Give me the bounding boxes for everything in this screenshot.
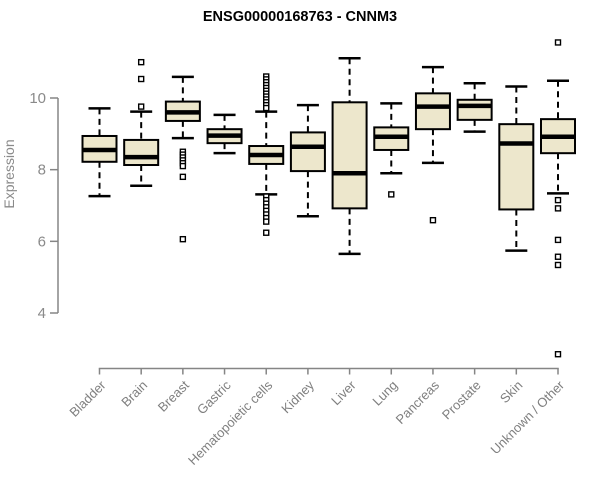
box-rect	[456, 98, 493, 121]
outlier-point	[554, 39, 562, 46]
outlier-point	[137, 58, 145, 66]
x-category-label-prostate: Prostate	[439, 378, 484, 423]
outlier-point	[179, 173, 187, 181]
outlier-point	[179, 162, 187, 170]
box-rect	[123, 138, 160, 167]
boxplot-breast	[164, 75, 201, 243]
boxplot-skin	[498, 85, 535, 252]
box-rect	[331, 101, 368, 210]
outlier-point	[137, 75, 145, 83]
x-category-label-liver: Liver	[328, 377, 359, 408]
y-tick-label: 10	[29, 90, 46, 107]
boxplot-bladder	[81, 107, 118, 198]
x-category-label-brain: Brain	[118, 378, 150, 410]
boxplot-prostate	[456, 82, 493, 133]
boxplot-kidney	[289, 103, 326, 218]
outlier-point	[137, 103, 145, 110]
outlier-point	[429, 216, 437, 224]
y-tick-label: 8	[38, 162, 46, 179]
boxplots-group	[81, 39, 576, 358]
outlier-point	[263, 218, 270, 225]
x-category-label-unknown-other: Unknown / Other	[488, 377, 568, 457]
x-category-label-breast: Breast	[155, 377, 192, 414]
boxplot-gastric	[206, 113, 243, 155]
outlier-point	[388, 191, 395, 198]
box-rect	[289, 131, 326, 173]
box-rect	[414, 92, 451, 131]
x-category-label-kidney: Kidney	[278, 377, 317, 416]
y-tick-label: 4	[38, 305, 46, 322]
boxplot-unknown-other	[540, 39, 576, 358]
outlier-point	[554, 351, 562, 358]
box-rect	[498, 123, 535, 211]
x-category-label-pancreas: Pancreas	[393, 377, 443, 427]
x-category-label-skin: Skin	[497, 378, 525, 406]
x-category-label-lung: Lung	[369, 378, 400, 409]
y-axis-label: Expression	[1, 139, 17, 208]
boxplot-liver	[331, 56, 368, 256]
chart-title: ENSG00000168763 - CNNM3	[203, 9, 397, 25]
x-category-label-bladder: Bladder	[66, 377, 109, 420]
boxplot-hematopoietic-cells	[248, 73, 285, 236]
outlier-point	[554, 236, 562, 244]
boxplot-pancreas	[414, 65, 451, 224]
boxplot-lung	[373, 102, 410, 198]
outlier-point	[554, 196, 562, 204]
outlier-point	[554, 261, 562, 269]
x-category-label-gastric: Gastric	[194, 377, 234, 417]
outlier-point	[179, 235, 187, 243]
outlier-point	[554, 253, 562, 260]
boxplot-brain	[123, 58, 160, 188]
outlier-point	[263, 229, 270, 236]
y-tick-label: 6	[38, 233, 46, 250]
outlier-point	[554, 205, 562, 212]
outlier-point	[263, 104, 270, 112]
